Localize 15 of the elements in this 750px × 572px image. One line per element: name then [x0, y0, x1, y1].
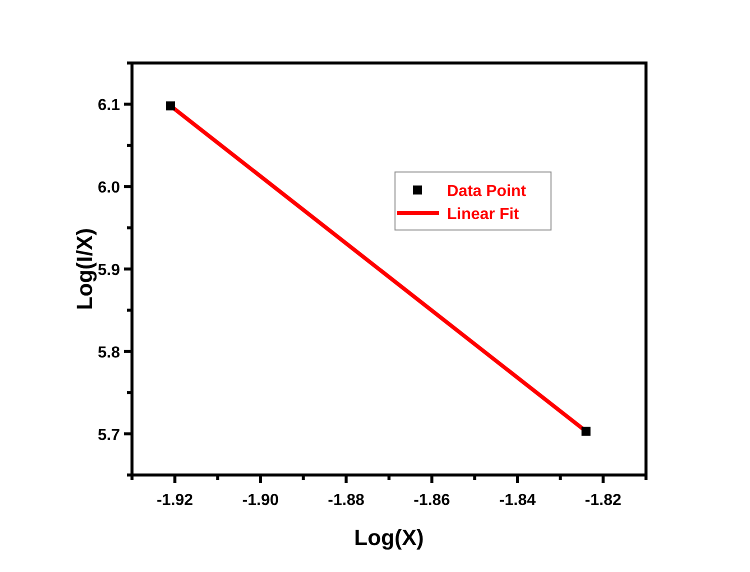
x-axis-title: Log(X) [354, 525, 424, 550]
x-tick-label: -1.92 [156, 492, 194, 509]
x-tick-label: -1.88 [328, 492, 365, 509]
y-tick-label: 5.9 [98, 262, 120, 279]
x-tick-label: -1.84 [499, 492, 536, 509]
legend-label: Linear Fit [447, 206, 520, 223]
y-tick-label: 5.7 [98, 426, 120, 444]
legend-label: Data Point [447, 183, 527, 200]
x-tick-label: -1.82 [584, 492, 622, 509]
y-axis-title: Log(I/X) [72, 228, 97, 310]
x-tick-label: -1.86 [414, 492, 450, 509]
x-tick-label: -1.90 [242, 492, 279, 509]
y-tick-label: 6.0 [98, 180, 120, 197]
y-tick-label: 6.1 [98, 97, 120, 114]
y-tick-label: 5.8 [98, 344, 120, 362]
